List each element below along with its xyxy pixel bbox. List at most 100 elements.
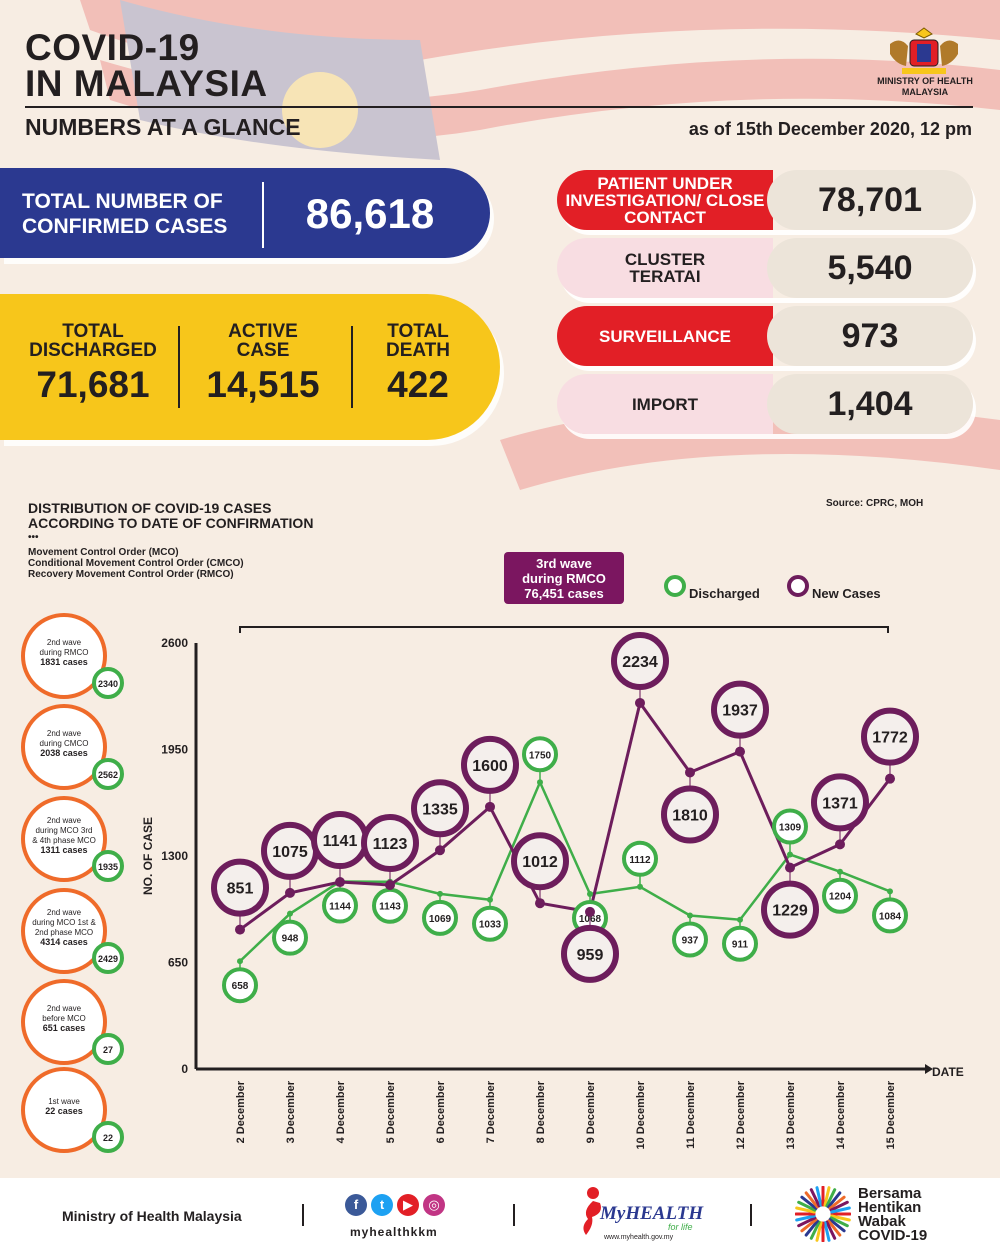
total-discharged-stat: TOTAL DISCHARGED 71,681: [18, 322, 168, 406]
sunburst-ray: [830, 1206, 851, 1214]
facebook-icon[interactable]: f: [345, 1194, 367, 1216]
total-death-value: 422: [387, 364, 449, 405]
new-cases-data-label: 1937: [722, 703, 758, 720]
separator-dots: •••: [28, 532, 39, 543]
sunburst-ray: [827, 1219, 842, 1237]
x-tick-label: 7 December: [485, 1080, 497, 1143]
legend-new-cases-label: New Cases: [812, 586, 881, 601]
wave-discharged-marker: [92, 942, 124, 974]
wave-discharged-label: 2429: [98, 954, 118, 964]
myhealth-figure-icon: [583, 1187, 601, 1235]
footer-divider: [513, 1204, 515, 1226]
new-cases-marker: [611, 631, 669, 690]
wave-text: during CMCO: [40, 739, 89, 748]
myhealth-url[interactable]: www.myhealth.gov.my: [604, 1234, 674, 1241]
twitter-icon[interactable]: t: [371, 1194, 393, 1216]
discharged-marker: [772, 808, 808, 845]
legend-discharged-label: Discharged: [689, 586, 760, 601]
sunburst-ray: [804, 1191, 819, 1209]
summary-divider: [178, 326, 180, 408]
sunburst-ray: [829, 1200, 849, 1212]
total-discharged-label-1: TOTAL: [62, 321, 124, 342]
youtube-icon[interactable]: ▶: [397, 1194, 419, 1216]
wave-text: 2038 cases: [40, 748, 88, 758]
wave-text: 2nd wave: [47, 908, 82, 917]
new-cases-data-label: 1600: [472, 758, 508, 775]
as-of-date: as of 15th December 2020, 12 pm: [688, 119, 972, 139]
wave-text: 4314 cases: [40, 937, 88, 947]
discharged-data-label: 937: [682, 935, 699, 946]
coat-of-arms-icon: [890, 27, 958, 74]
x-tick-label: 8 December: [535, 1080, 547, 1143]
discharged-marker: [322, 887, 358, 924]
third-wave-line-2: during RMCO: [522, 571, 606, 586]
wave-text: 2nd wave: [47, 729, 82, 738]
discharged-point: [737, 916, 743, 923]
legend-discharged-icon: [664, 575, 686, 597]
sunburst-ray: [804, 1219, 819, 1237]
y-tick-label: 650: [168, 956, 188, 970]
x-tick-label: 3 December: [285, 1080, 297, 1143]
wave-text: 2nd wave: [47, 816, 82, 825]
wave-text: 22 cases: [45, 1106, 83, 1116]
wave-discharged-marker: [92, 667, 124, 699]
wave-circle: [21, 704, 107, 790]
discharged-data-label: 1750: [529, 750, 552, 761]
new-cases-marker: [711, 680, 769, 739]
new-cases-point: [685, 767, 695, 778]
new-cases-data-label: 1141: [323, 833, 358, 850]
new-cases-data-label: 1810: [672, 807, 708, 824]
social-handle[interactable]: myhealthkkm: [350, 1225, 438, 1239]
title-line-1: COVID-19: [25, 27, 200, 68]
source-note: Source: CPRC, MOH: [826, 498, 924, 509]
campaign-line-3: Wabak: [858, 1213, 906, 1230]
x-tick-label: 2 December: [235, 1080, 247, 1143]
sunburst-ray: [797, 1200, 817, 1212]
chart-title-line-2: ACCORDING TO DATE OF CONFIRMATION: [28, 515, 314, 531]
category-value: 5,540: [767, 238, 973, 298]
x-tick-label: 15 December: [885, 1080, 897, 1149]
new-cases-line: [239, 699, 892, 931]
wave-discharged-label: 27: [103, 1045, 113, 1055]
new-cases-point: [535, 898, 545, 909]
category-label: PATIENT UNDER INVESTIGATION/ CLOSE CONTA…: [557, 170, 773, 230]
wave-text: during MCO 1st &: [32, 918, 96, 927]
wave-discharged-label: 2562: [98, 770, 118, 780]
footer-ministry: Ministry of Health Malaysia: [62, 1208, 242, 1224]
ministry-label: MINISTRY OF HEALTH MALAYSIA: [850, 76, 1000, 98]
wave-discharged-marker: [92, 1121, 124, 1153]
discharged-marker: [422, 899, 458, 936]
discharged-point: [587, 891, 593, 898]
legend-new-cases-icon: [787, 575, 809, 597]
new-cases-marker: [761, 880, 819, 939]
campaign-line-1: Bersama: [858, 1185, 922, 1202]
new-cases-marker: [511, 832, 569, 891]
discharged-point: [437, 890, 443, 897]
x-tick-label: 13 December: [785, 1080, 797, 1149]
new-cases-data-label: 1229: [772, 903, 808, 920]
wave-circle: [21, 613, 107, 699]
summary-divider: [351, 326, 353, 408]
new-cases-data-label: 959: [577, 947, 604, 964]
category-label: SURVEILLANCE: [557, 306, 773, 366]
category-label: CLUSTER TERATAI: [557, 238, 773, 298]
discharged-data-label: 1033: [479, 920, 502, 931]
third-wave-box: 3rd wave during RMCO 76,451 cases: [504, 552, 624, 604]
sunburst-ray: [809, 1188, 821, 1208]
sunburst-ray: [795, 1206, 816, 1214]
discharged-marker: [472, 905, 508, 942]
new-cases-marker: [861, 707, 919, 766]
new-cases-point: [735, 746, 745, 757]
discharged-marker: [872, 897, 908, 934]
discharged-marker: [522, 736, 558, 773]
new-cases-data-label: 1371: [822, 795, 858, 812]
total-death-stat: TOTAL DEATH 422: [360, 322, 476, 406]
new-cases-marker: [211, 858, 269, 917]
y-axis-label: NO. OF CASE: [141, 817, 155, 895]
instagram-icon[interactable]: ◎: [423, 1194, 445, 1216]
wave-text: 2nd phase MCO: [35, 928, 93, 937]
wave-text: during MCO 3rd: [36, 826, 93, 835]
wave-discharged-marker: [92, 1033, 124, 1065]
category-import: IMPORT 1,404: [557, 374, 973, 434]
